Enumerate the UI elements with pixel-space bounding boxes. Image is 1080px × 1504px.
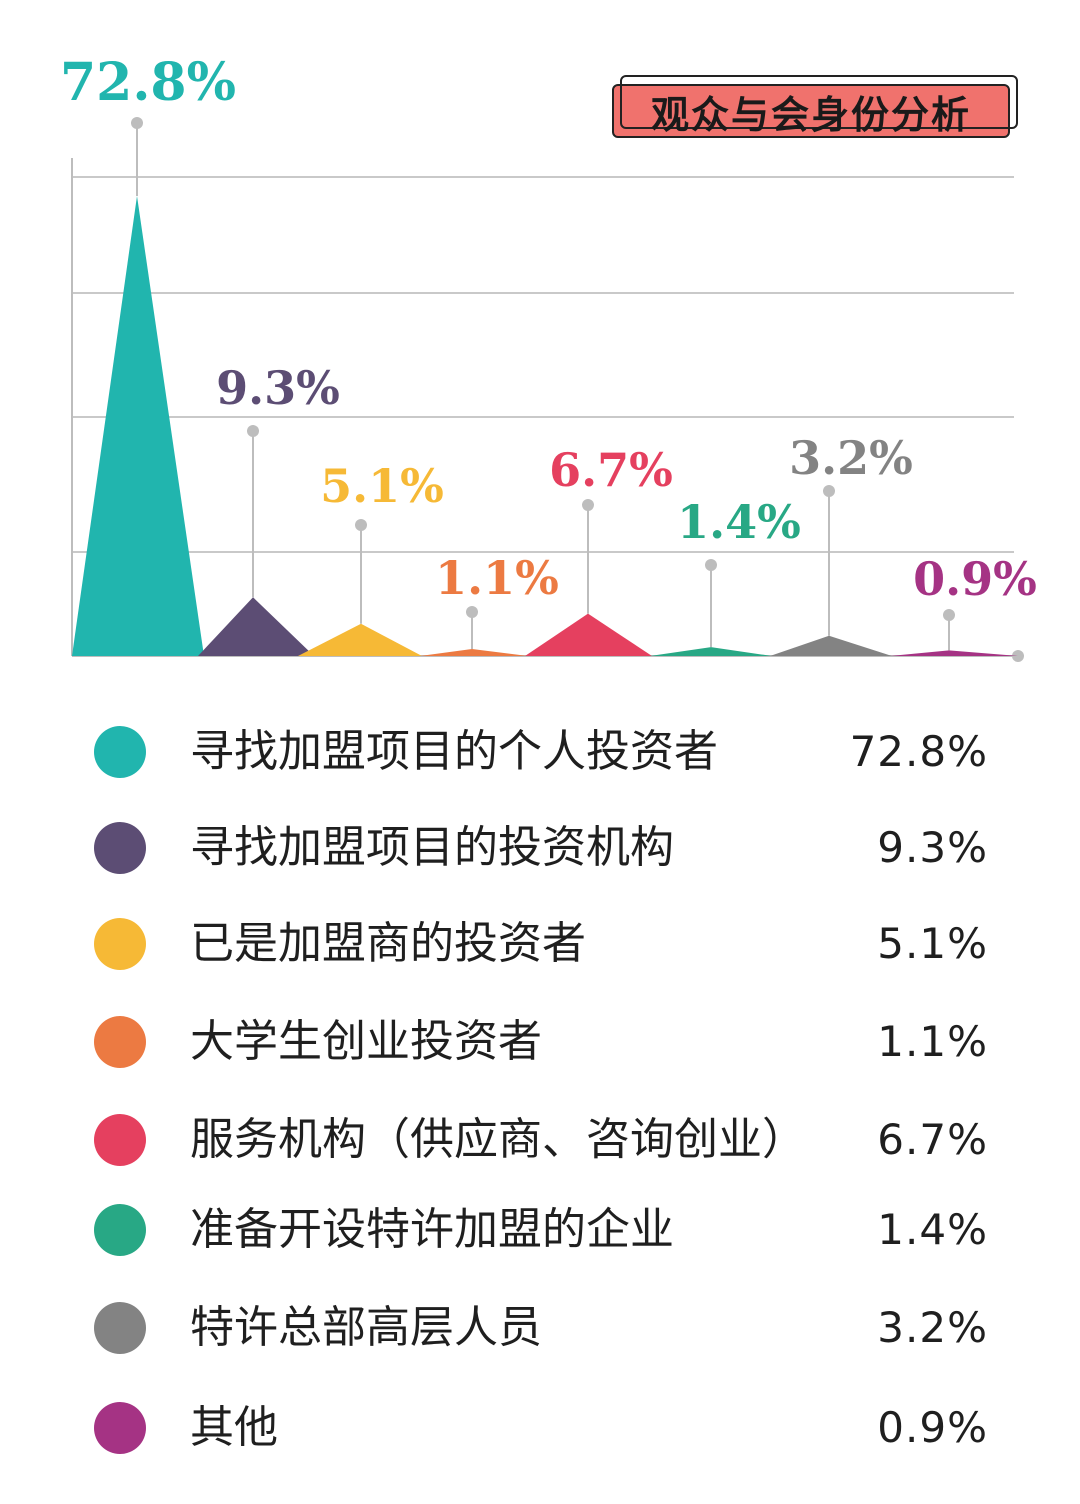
value-label: 0.9% <box>913 552 1037 606</box>
legend-row: 寻找加盟项目的个人投资者 72.8% <box>0 722 1080 782</box>
legend-value: 72.8% <box>849 727 988 776</box>
legend-row: 准备开设特许加盟的企业 1.4% <box>0 1200 1080 1260</box>
legend-value: 6.7% <box>877 1115 988 1164</box>
legend-color-dot <box>94 726 146 778</box>
legend-label: 大学生创业投资者 <box>190 1016 542 1067</box>
peak-3 <box>298 623 422 656</box>
peak-1 <box>72 196 204 656</box>
connector-dot <box>247 425 259 437</box>
value-label: 5.1% <box>320 459 444 513</box>
value-label: 6.7% <box>549 443 673 497</box>
connector-dot <box>823 485 835 497</box>
connector-dot <box>582 499 594 511</box>
legend-label: 服务机构（供应商、咨询创业） <box>190 1114 806 1165</box>
value-label: 9.3% <box>216 361 340 415</box>
legend-label: 已是加盟商的投资者 <box>190 918 586 969</box>
legend-color-dot <box>94 1302 146 1354</box>
legend-value: 1.1% <box>877 1017 988 1066</box>
legend-row: 已是加盟商的投资者 5.1% <box>0 914 1080 974</box>
connector-dot <box>943 609 955 621</box>
legend-value: 3.2% <box>877 1303 988 1352</box>
peak-4 <box>420 649 528 656</box>
legend-color-dot <box>94 1114 146 1166</box>
peak-8 <box>890 650 1018 656</box>
legend-row: 特许总部高层人员 3.2% <box>0 1298 1080 1358</box>
value-label: 3.2% <box>789 431 913 485</box>
legend-label: 寻找加盟项目的个人投资者 <box>190 726 718 777</box>
legend-value: 9.3% <box>877 823 988 872</box>
chart-title: 观众与会身份分析 <box>650 92 971 137</box>
chart-title-badge: 观众与会身份分析 <box>612 75 1018 138</box>
legend-color-dot <box>94 918 146 970</box>
connector-dot <box>466 606 478 618</box>
legend-label: 寻找加盟项目的投资机构 <box>190 822 674 873</box>
legend-value: 5.1% <box>877 919 988 968</box>
connector-dot <box>705 559 717 571</box>
legend-value: 0.9% <box>877 1403 988 1452</box>
value-label: 1.4% <box>677 495 801 549</box>
connector-dot <box>131 117 143 129</box>
peak-5 <box>525 613 652 656</box>
legend-row: 其他 0.9% <box>0 1398 1080 1458</box>
legend-label: 准备开设特许加盟的企业 <box>190 1204 674 1255</box>
legend-color-dot <box>94 1016 146 1068</box>
legend-label: 其他 <box>190 1402 278 1453</box>
value-label: 72.8% <box>60 52 236 113</box>
chart: 72.8% 9.3% 5.1% 1.1% 6.7%1.4% 3.2% 0.9% <box>60 52 1037 662</box>
legend-row: 大学生创业投资者 1.1% <box>0 1012 1080 1072</box>
legend-color-dot <box>94 822 146 874</box>
legend-row: 寻找加盟项目的投资机构 9.3% <box>0 818 1080 878</box>
legend-color-dot <box>94 1402 146 1454</box>
legend-row: 服务机构（供应商、咨询创业） 6.7% <box>0 1110 1080 1170</box>
legend-label: 特许总部高层人员 <box>190 1302 542 1353</box>
legend-value: 1.4% <box>877 1205 988 1254</box>
value-label: 1.1% <box>435 551 559 605</box>
connector-dot <box>355 519 367 531</box>
peak-6 <box>650 647 772 656</box>
peak-2 <box>198 597 314 656</box>
peak-7 <box>770 635 892 656</box>
legend-color-dot <box>94 1204 146 1256</box>
